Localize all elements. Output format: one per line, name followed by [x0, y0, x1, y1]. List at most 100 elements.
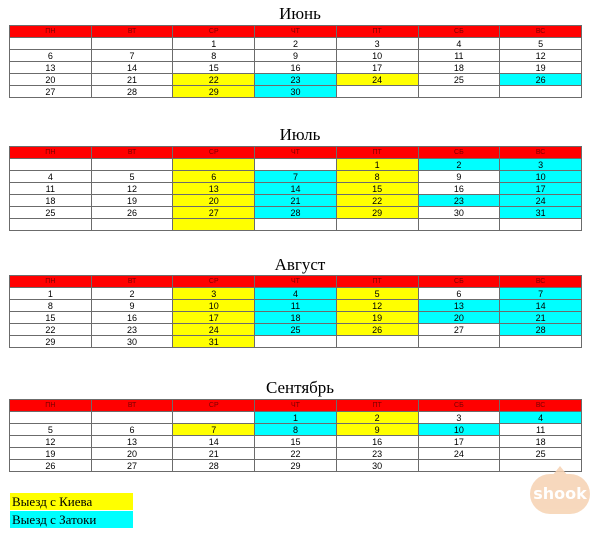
- day-cell: 21: [499, 311, 582, 324]
- day-cell: [172, 158, 256, 171]
- day-cell: 8: [254, 423, 337, 436]
- day-cell: 10: [172, 299, 256, 312]
- day-cell: 8: [9, 299, 92, 312]
- day-cell: 19: [9, 447, 92, 460]
- day-cell: [254, 335, 337, 348]
- day-cell: 27: [90, 459, 174, 472]
- week-row: 4 5 6 7 8 9 10: [9, 170, 582, 183]
- weekday-header-row: ПН ВТ СР ЧТ ПТ СБ ВС: [9, 146, 582, 159]
- month-title-june: Июнь: [279, 4, 321, 23]
- day-cell: 1: [172, 37, 256, 50]
- day-cell: 30: [254, 85, 337, 98]
- week-row: 13 14 15 16 17 18 19: [9, 61, 582, 74]
- day-cell: 24: [417, 447, 501, 460]
- calendar-june: ПН ВТ СР ЧТ ПТ СБ ВС 1 2 3 4 5 6 7 8 9 10 11 12 13 14 15 16 17 1…: [9, 25, 582, 98]
- week-row: 11 12 13 14 15 16 17: [9, 182, 582, 195]
- weekday-header-cell: ПН: [9, 25, 92, 38]
- day-cell: 30: [335, 459, 419, 472]
- day-cell: 17: [172, 311, 256, 324]
- weekday-header-cell: ЧТ: [254, 399, 337, 412]
- day-cell: [335, 335, 419, 348]
- day-cell: 21: [90, 73, 174, 86]
- day-cell: 3: [417, 411, 501, 424]
- calendar-august: ПН ВТ СР ЧТ ПТ СБ ВС 1 2 3 4 5 6 7 8 9 10 11 12 13 14 15 16 17 1…: [9, 275, 582, 348]
- day-cell: [417, 218, 501, 231]
- logo-text: shook: [533, 484, 587, 503]
- day-cell: 16: [335, 435, 419, 448]
- week-row: 8 9 10 11 12 13 14: [9, 299, 582, 312]
- weekday-header-cell: ВТ: [90, 146, 174, 159]
- day-cell: 14: [90, 61, 174, 74]
- day-cell: 25: [499, 447, 582, 460]
- weekday-header-cell: ПН: [9, 399, 92, 412]
- day-cell: 14: [254, 182, 337, 195]
- week-row: 5 6 7 8 9 10 11: [9, 423, 582, 436]
- day-cell: 14: [172, 435, 256, 448]
- day-cell: 29: [172, 85, 256, 98]
- day-cell: [90, 158, 174, 171]
- day-cell: 22: [9, 323, 92, 336]
- day-cell: 11: [417, 49, 501, 62]
- weekday-header-row: ПН ВТ СР ЧТ ПТ СБ ВС: [9, 399, 582, 412]
- weekday-header-cell: ЧТ: [254, 25, 337, 38]
- day-cell: 26: [499, 73, 582, 86]
- weekday-header-row: ПН ВТ СР ЧТ ПТ СБ ВС: [9, 275, 582, 288]
- weekday-header-cell: ВС: [499, 146, 582, 159]
- day-cell: 10: [417, 423, 501, 436]
- day-cell: 25: [9, 206, 92, 219]
- day-cell: 19: [335, 311, 419, 324]
- day-cell: 25: [254, 323, 337, 336]
- day-cell: 7: [254, 170, 337, 183]
- day-cell: 26: [9, 459, 92, 472]
- weekday-header-cell: ПН: [9, 146, 92, 159]
- day-cell: [172, 411, 256, 424]
- day-cell: [417, 85, 501, 98]
- day-cell: 28: [254, 206, 337, 219]
- day-cell: 9: [417, 170, 501, 183]
- day-cell: 21: [172, 447, 256, 460]
- day-cell: 22: [335, 194, 419, 207]
- day-cell: 29: [335, 206, 419, 219]
- day-cell: 5: [499, 37, 582, 50]
- weekday-header-cell: ВС: [499, 399, 582, 412]
- weekday-header-cell: СБ: [417, 25, 501, 38]
- day-cell: 30: [417, 206, 501, 219]
- day-cell: 31: [172, 335, 256, 348]
- day-cell: 15: [335, 182, 419, 195]
- day-cell: 10: [499, 170, 582, 183]
- day-cell: 17: [335, 61, 419, 74]
- day-cell: 26: [90, 206, 174, 219]
- day-cell: 3: [499, 158, 582, 171]
- day-cell: 19: [90, 194, 174, 207]
- day-cell: [417, 459, 501, 472]
- weekday-header-cell: СР: [172, 275, 256, 288]
- weekday-header-cell: СБ: [417, 146, 501, 159]
- day-cell: 12: [9, 435, 92, 448]
- weekday-header-row: ПН ВТ СР ЧТ ПТ СБ ВС: [9, 25, 582, 38]
- weekday-header-cell: ВТ: [90, 275, 174, 288]
- day-cell: 11: [254, 299, 337, 312]
- day-cell: 13: [9, 61, 92, 74]
- day-cell: 17: [499, 182, 582, 195]
- weekday-header-cell: ВТ: [90, 25, 174, 38]
- day-cell: 25: [417, 73, 501, 86]
- weekday-header-cell: СБ: [417, 275, 501, 288]
- day-cell: 3: [335, 37, 419, 50]
- day-cell: 6: [90, 423, 174, 436]
- day-cell: 7: [172, 423, 256, 436]
- day-cell: [9, 411, 92, 424]
- day-cell: 27: [172, 206, 256, 219]
- week-row: 25 26 27 28 29 30 31: [9, 206, 582, 219]
- legend-zatoka: Выезд с Затоки: [10, 511, 133, 528]
- week-row: 22 23 24 25 26 27 28: [9, 323, 582, 336]
- day-cell: [172, 218, 256, 231]
- day-cell: 28: [499, 323, 582, 336]
- week-row: 19 20 21 22 23 24 25: [9, 447, 582, 460]
- day-cell: [9, 218, 92, 231]
- day-cell: 20: [172, 194, 256, 207]
- day-cell: 18: [499, 435, 582, 448]
- day-cell: 15: [9, 311, 92, 324]
- day-cell: 24: [499, 194, 582, 207]
- day-cell: 13: [172, 182, 256, 195]
